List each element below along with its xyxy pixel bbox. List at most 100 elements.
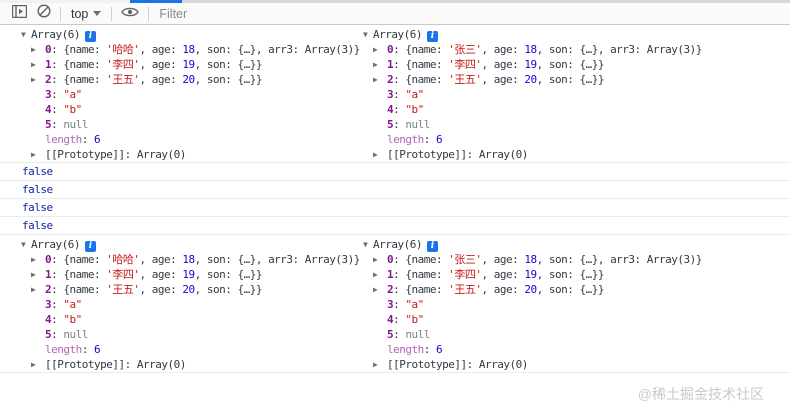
tree-row: 4: "b": [0, 312, 342, 327]
disclosure-triangle-collapsed-icon[interactable]: ▶: [31, 255, 36, 264]
tree-row: 4: "b": [342, 312, 790, 327]
disclosure-triangle-expanded-icon[interactable]: ▼: [363, 30, 368, 39]
console-token: '王五': [106, 73, 140, 86]
info-icon[interactable]: i: [84, 241, 96, 252]
console-token: 1: [45, 58, 52, 71]
console-token: , son: {…}}: [536, 73, 605, 86]
tree-row: 3: "a": [0, 297, 342, 312]
disclosure-triangle-collapsed-icon[interactable]: ▶: [373, 150, 378, 159]
console-token: , age:: [139, 58, 183, 71]
clear-console-button[interactable]: [32, 4, 56, 24]
disclosure-triangle-expanded-icon[interactable]: ▼: [21, 30, 26, 39]
console-token: , age:: [481, 73, 525, 86]
log-value: false: [22, 165, 53, 178]
console-token: '李四': [448, 268, 482, 281]
console-token: 0: [45, 253, 52, 266]
console-token: '李四': [106, 58, 140, 71]
array-header-row: ▼ Array(6) i: [0, 27, 342, 42]
tree-row: ▶ [[Prototype]]: Array(0): [342, 357, 790, 372]
disclosure-triangle-collapsed-icon[interactable]: ▶: [373, 75, 378, 84]
console-token: null: [63, 328, 88, 341]
console-token: :: [393, 298, 406, 311]
console-token: :: [393, 88, 406, 101]
disclosure-triangle-collapsed-icon[interactable]: ▶: [373, 270, 378, 279]
logged-array: ▼ Array(6) i ▶ 0: {name: '哈哈', age: 18, son:…: [0, 237, 360, 372]
console-token: '李四': [448, 58, 482, 71]
console-token: 6: [94, 343, 101, 356]
info-icon[interactable]: i: [426, 31, 438, 42]
console-token: : {name:: [51, 283, 107, 296]
logged-array: ▼ Array(6) i ▶ 0: {name: '哈哈', age: 18, son:…: [0, 27, 360, 162]
disclosure-triangle-collapsed-icon[interactable]: ▶: [373, 285, 378, 294]
console-token: 1: [45, 268, 52, 281]
array-header-label: Array(6): [373, 238, 422, 251]
console-token: :: [393, 103, 406, 116]
console-token: 20: [524, 73, 537, 86]
console-token: '李四': [106, 268, 140, 281]
console-token: :: [51, 328, 64, 341]
console-token: "a": [405, 88, 424, 101]
info-icon[interactable]: i: [426, 241, 438, 252]
console-token: 3: [45, 298, 52, 311]
console-token: 0: [387, 253, 394, 266]
console-token: , son: {…}, arr3: Array(3)}: [194, 253, 361, 266]
chevron-down-icon: [93, 11, 102, 16]
live-expression-button[interactable]: [116, 4, 144, 24]
console-message: false: [0, 181, 790, 199]
disclosure-triangle-expanded-icon[interactable]: ▼: [363, 240, 368, 249]
tree-row: length: 6: [0, 132, 342, 147]
disclosure-triangle-collapsed-icon[interactable]: ▶: [31, 45, 36, 54]
array-header-row: ▼ Array(6) i: [342, 27, 790, 42]
tree-row: ▶ 2: {name: '王五', age: 20, son: {…}}: [342, 72, 790, 87]
console-token: 19: [524, 58, 537, 71]
console-sidebar-toggle-button[interactable]: [7, 4, 32, 24]
tree-row: ▶ [[Prototype]]: Array(0): [342, 147, 790, 162]
disclosure-triangle-collapsed-icon[interactable]: ▶: [373, 360, 378, 369]
console-token: 6: [436, 343, 443, 356]
console-token: 2: [387, 283, 394, 296]
disclosure-triangle-collapsed-icon[interactable]: ▶: [31, 360, 36, 369]
console-token: : {name:: [393, 43, 449, 56]
clear-console-icon: [37, 4, 51, 23]
console-token: 18: [524, 253, 537, 266]
console-token: , son: {…}, arr3: Array(3)}: [536, 43, 703, 56]
tree-row: 5: null: [342, 117, 790, 132]
log-value: false: [22, 219, 53, 232]
console-token: : {name:: [51, 58, 107, 71]
log-value: false: [22, 183, 53, 196]
disclosure-triangle-collapsed-icon[interactable]: ▶: [31, 150, 36, 159]
tree-row: 3: "a": [0, 87, 342, 102]
console-token: , son: {…}}: [194, 283, 263, 296]
console-token: '王五': [448, 283, 482, 296]
disclosure-triangle-collapsed-icon[interactable]: ▶: [373, 45, 378, 54]
console-token: : {name:: [51, 73, 107, 86]
console-token: 18: [182, 253, 195, 266]
disclosure-triangle-expanded-icon[interactable]: ▼: [21, 240, 26, 249]
console-token: 4: [387, 313, 394, 326]
toolbar-divider: [148, 6, 150, 21]
console-token: : {name:: [393, 283, 449, 296]
disclosure-triangle-collapsed-icon[interactable]: ▶: [31, 270, 36, 279]
disclosure-triangle-collapsed-icon[interactable]: ▶: [31, 285, 36, 294]
console-message: ▼ Array(6) i ▶ 0: {name: '哈哈', age: 18, son:…: [0, 235, 790, 373]
array-header-row: ▼ Array(6) i: [342, 237, 790, 252]
console-token: 19: [524, 268, 537, 281]
console-token: "b": [405, 103, 424, 116]
console-token: null: [405, 328, 430, 341]
filter-input[interactable]: [159, 6, 790, 21]
array-header-label: Array(6): [31, 238, 80, 251]
console-token: : {name:: [393, 253, 449, 266]
tree-row: ▶ 2: {name: '王五', age: 20, son: {…}}: [0, 72, 342, 87]
tree-row: ▶ [[Prototype]]: Array(0): [0, 147, 342, 162]
disclosure-triangle-collapsed-icon[interactable]: ▶: [373, 255, 378, 264]
frame-context-selector[interactable]: top: [65, 7, 107, 21]
console-token: 0: [387, 43, 394, 56]
disclosure-triangle-collapsed-icon[interactable]: ▶: [373, 60, 378, 69]
disclosure-triangle-collapsed-icon[interactable]: ▶: [31, 60, 36, 69]
tree-row: 4: "b": [0, 102, 342, 117]
disclosure-triangle-collapsed-icon[interactable]: ▶: [31, 75, 36, 84]
info-icon[interactable]: i: [84, 31, 96, 42]
console-token: , age:: [139, 253, 183, 266]
console-token: [[Prototype]]: Array(0): [387, 148, 528, 161]
console-token: :: [51, 103, 64, 116]
